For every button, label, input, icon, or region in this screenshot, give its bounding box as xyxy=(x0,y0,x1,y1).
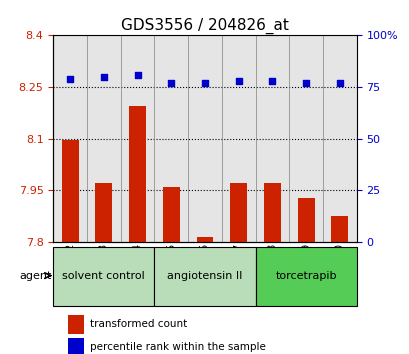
Bar xyxy=(188,35,221,242)
Point xyxy=(201,80,208,86)
Title: GDS3556 / 204826_at: GDS3556 / 204826_at xyxy=(121,18,288,34)
Bar xyxy=(263,183,280,242)
Point xyxy=(67,76,73,81)
Bar xyxy=(255,35,289,242)
Bar xyxy=(162,188,179,242)
Bar xyxy=(95,183,112,242)
Bar xyxy=(230,183,247,242)
Text: angiotensin II: angiotensin II xyxy=(167,270,242,281)
FancyBboxPatch shape xyxy=(154,246,255,306)
Text: agent: agent xyxy=(19,270,52,281)
Bar xyxy=(297,198,314,242)
Point xyxy=(235,78,241,84)
Bar xyxy=(289,35,322,242)
Bar xyxy=(129,106,146,242)
Bar xyxy=(87,35,120,242)
Bar xyxy=(120,35,154,242)
Bar xyxy=(68,337,83,354)
Point xyxy=(336,80,342,86)
Point xyxy=(134,72,141,78)
Text: solvent control: solvent control xyxy=(62,270,145,281)
FancyBboxPatch shape xyxy=(255,246,356,306)
Bar xyxy=(154,35,188,242)
Bar xyxy=(62,139,79,242)
Text: torcetrapib: torcetrapib xyxy=(275,270,336,281)
Bar xyxy=(330,216,347,242)
Bar xyxy=(322,35,356,242)
Bar xyxy=(53,35,87,242)
Point xyxy=(268,78,275,84)
Text: transformed count: transformed count xyxy=(90,319,187,330)
Bar xyxy=(221,35,255,242)
Point xyxy=(302,80,309,86)
Point xyxy=(100,74,107,80)
Point xyxy=(168,80,174,86)
FancyBboxPatch shape xyxy=(53,246,154,306)
Bar xyxy=(68,315,83,334)
Text: percentile rank within the sample: percentile rank within the sample xyxy=(90,342,265,352)
Bar xyxy=(196,237,213,242)
